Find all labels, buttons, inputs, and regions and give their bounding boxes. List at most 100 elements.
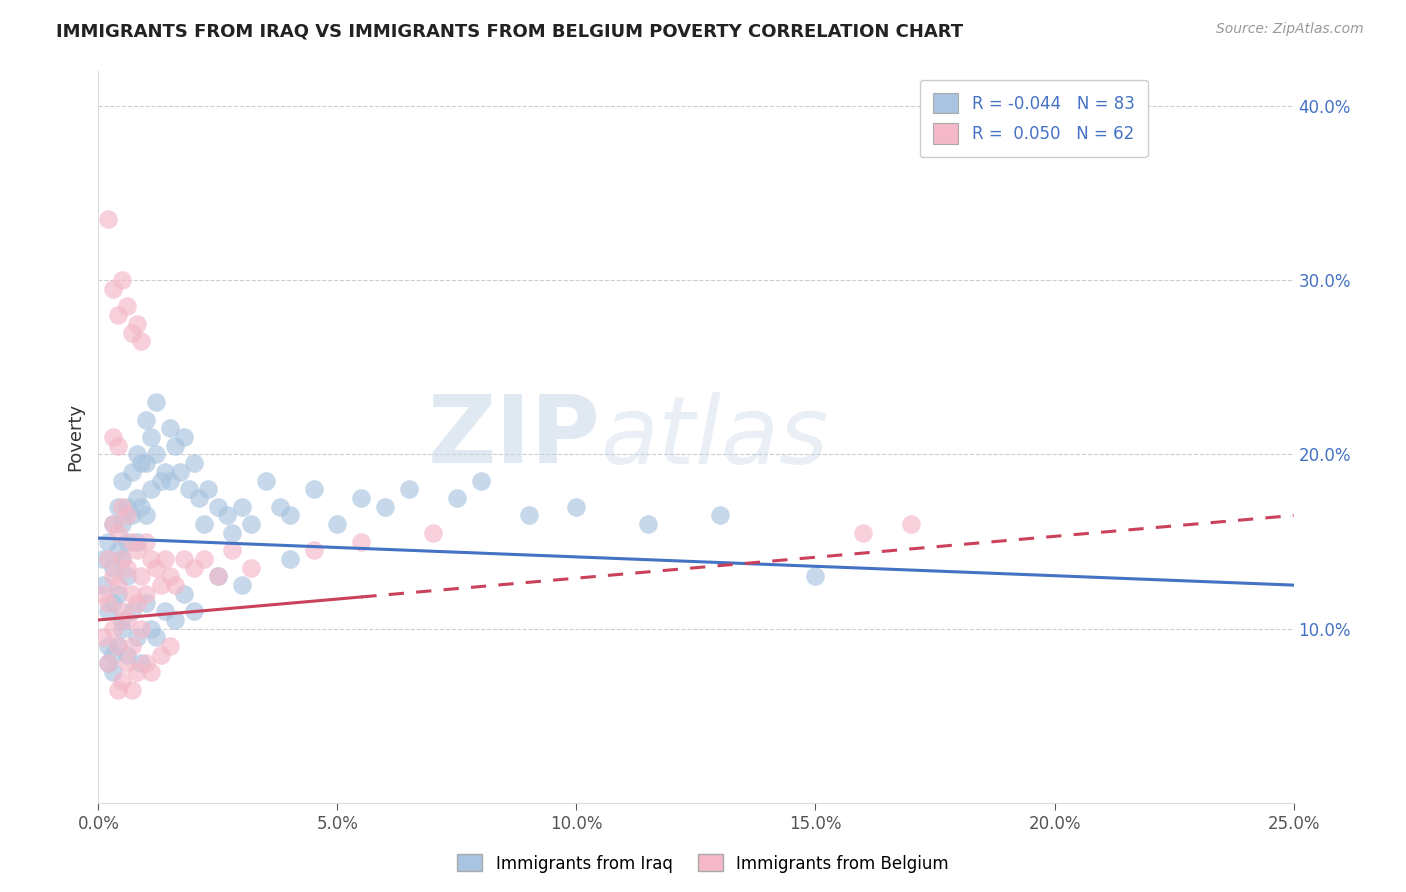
- Text: atlas: atlas: [600, 392, 828, 483]
- Point: [145, 631, 167, 645]
- Point: [278, 552, 301, 566]
- Point: [121, 604, 143, 618]
- Point: [107, 639, 129, 653]
- Point: [121, 587, 143, 601]
- Point: [111, 474, 134, 488]
- Point: [709, 508, 731, 523]
- Point: [125, 534, 148, 549]
- Point: [900, 517, 922, 532]
- Point: [470, 474, 492, 488]
- Point: [221, 525, 243, 540]
- Legend: Immigrants from Iraq, Immigrants from Belgium: Immigrants from Iraq, Immigrants from Be…: [451, 847, 955, 880]
- Point: [111, 500, 134, 514]
- Point: [115, 300, 138, 314]
- Point: [111, 273, 134, 287]
- Point: [107, 439, 129, 453]
- Point: [91, 578, 114, 592]
- Point: [91, 631, 114, 645]
- Point: [159, 474, 181, 488]
- Point: [197, 483, 219, 497]
- Point: [350, 534, 373, 549]
- Point: [217, 508, 239, 523]
- Point: [111, 613, 134, 627]
- Point: [125, 543, 148, 558]
- Point: [125, 448, 148, 462]
- Point: [254, 474, 277, 488]
- Point: [97, 552, 120, 566]
- Point: [173, 587, 195, 601]
- Point: [149, 474, 172, 488]
- Point: [398, 483, 420, 497]
- Point: [115, 613, 138, 627]
- Point: [155, 604, 177, 618]
- Point: [121, 508, 143, 523]
- Point: [207, 500, 229, 514]
- Point: [101, 560, 124, 574]
- Point: [121, 639, 143, 653]
- Point: [121, 534, 143, 549]
- Point: [149, 578, 172, 592]
- Point: [278, 508, 301, 523]
- Point: [111, 673, 134, 688]
- Point: [163, 613, 186, 627]
- Point: [169, 465, 191, 479]
- Point: [131, 456, 153, 470]
- Point: [97, 639, 120, 653]
- Point: [145, 448, 167, 462]
- Point: [107, 308, 129, 322]
- Point: [173, 430, 195, 444]
- Point: [159, 421, 181, 435]
- Point: [121, 465, 143, 479]
- Point: [101, 569, 124, 583]
- Point: [350, 491, 373, 505]
- Point: [155, 465, 177, 479]
- Point: [135, 412, 157, 426]
- Point: [159, 569, 181, 583]
- Point: [91, 552, 114, 566]
- Point: [101, 665, 124, 680]
- Point: [565, 500, 588, 514]
- Point: [131, 334, 153, 349]
- Point: [231, 500, 253, 514]
- Point: [155, 552, 177, 566]
- Point: [446, 491, 468, 505]
- Point: [149, 648, 172, 662]
- Point: [125, 631, 148, 645]
- Point: [107, 587, 129, 601]
- Point: [111, 604, 134, 618]
- Point: [107, 500, 129, 514]
- Point: [107, 578, 129, 592]
- Point: [145, 395, 167, 409]
- Point: [145, 560, 167, 574]
- Point: [221, 543, 243, 558]
- Point: [97, 604, 120, 618]
- Point: [131, 622, 153, 636]
- Point: [101, 517, 124, 532]
- Point: [374, 500, 396, 514]
- Point: [101, 622, 124, 636]
- Point: [139, 430, 162, 444]
- Point: [135, 657, 157, 671]
- Point: [207, 569, 229, 583]
- Point: [163, 578, 186, 592]
- Point: [111, 517, 134, 532]
- Point: [101, 595, 124, 609]
- Point: [121, 682, 143, 697]
- Point: [131, 657, 153, 671]
- Point: [173, 552, 195, 566]
- Point: [97, 595, 120, 609]
- Point: [125, 317, 148, 331]
- Point: [131, 500, 153, 514]
- Point: [115, 508, 138, 523]
- Point: [302, 543, 325, 558]
- Point: [107, 682, 129, 697]
- Point: [193, 552, 215, 566]
- Point: [125, 665, 148, 680]
- Point: [240, 517, 263, 532]
- Point: [97, 657, 120, 671]
- Point: [111, 552, 134, 566]
- Point: [121, 326, 143, 340]
- Point: [139, 552, 162, 566]
- Point: [231, 578, 253, 592]
- Point: [91, 587, 114, 601]
